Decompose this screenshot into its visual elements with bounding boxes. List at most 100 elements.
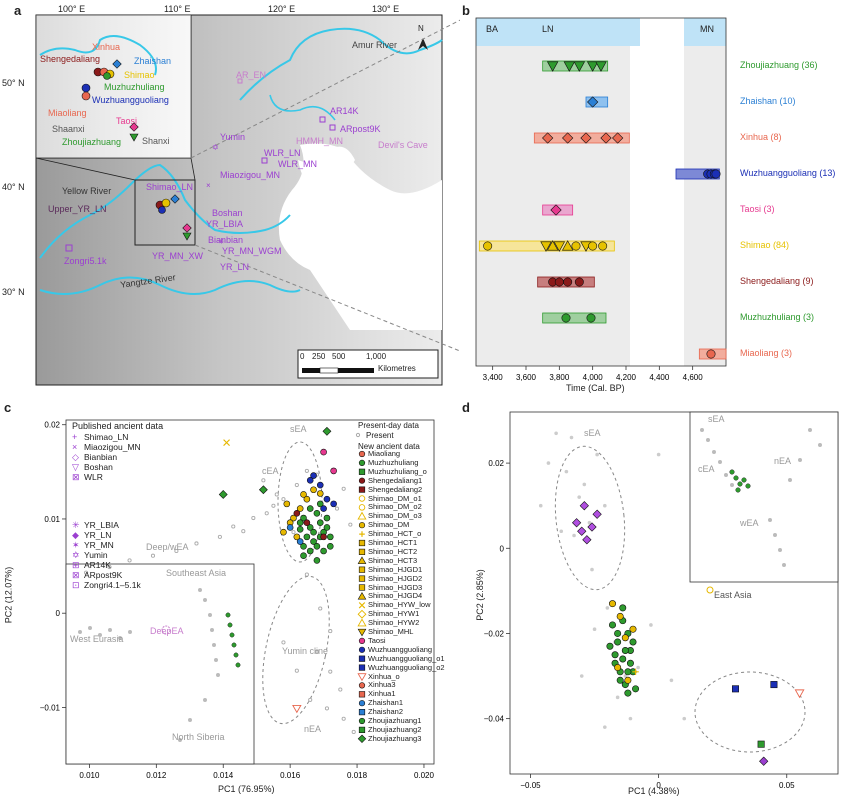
link-line-top	[190, 19, 460, 159]
period-label-ln: LN	[542, 24, 554, 34]
pca-point	[582, 535, 592, 545]
pca-point	[330, 467, 337, 475]
legend-label: Zhaishan2	[368, 707, 404, 717]
pca-point	[261, 478, 266, 483]
lat-label: 40° N	[2, 182, 25, 192]
legend-marker	[357, 511, 367, 520]
legend-label: Shimao_HCT1	[368, 538, 418, 547]
pca-point	[669, 678, 674, 683]
pca-point	[258, 485, 268, 495]
pca-point	[590, 567, 594, 572]
pca-point	[293, 533, 301, 541]
pca-point	[577, 526, 587, 536]
pca-point	[318, 606, 323, 611]
east-asia-ellipse	[694, 671, 806, 753]
pca-point	[313, 542, 321, 550]
x-tick-label: 0.012	[146, 771, 167, 780]
legend-marker	[358, 477, 366, 484]
pca-point	[300, 491, 307, 498]
inset-point	[729, 469, 735, 475]
x-tick-label: 3,600	[516, 373, 537, 382]
pub-site-marker	[329, 124, 336, 131]
pca-point	[794, 689, 805, 699]
legend-marker	[358, 504, 366, 511]
legend-marker	[357, 673, 367, 682]
timeline-row	[533, 132, 630, 144]
inset-point	[798, 458, 802, 462]
legend-marker	[357, 556, 367, 564]
legend-label: Shengedaliang1	[368, 475, 423, 485]
legend-marker	[358, 522, 366, 529]
legend-label: Wuzhuangguoliang_o1	[368, 653, 445, 663]
lon-label: 100° E	[58, 4, 86, 14]
lon-label: 130° E	[372, 4, 400, 14]
legend-label: WLR	[84, 472, 103, 482]
pub-site-marker	[65, 244, 73, 252]
pca-point	[328, 629, 333, 634]
legend-label: Shimao_HJGD1	[368, 564, 423, 574]
legend-label: Xinhua_o	[368, 671, 400, 681]
pca-point	[572, 533, 576, 538]
inset-point	[768, 518, 772, 522]
legend-marker	[357, 609, 367, 619]
legend-label: YR_LBIA	[84, 520, 119, 530]
c-inset-label: West Eurasia	[70, 634, 124, 644]
pub-site-label: Boshan	[212, 208, 243, 218]
pca-point	[316, 519, 324, 527]
y-tick-label: 0.02	[44, 421, 60, 430]
legend-label: Shimao_HCT_o	[368, 529, 422, 539]
site-label-zhoujiazhuang: Zhoujiazhuang	[62, 137, 122, 147]
date-marker	[550, 204, 562, 216]
pca-point	[300, 514, 307, 522]
date-marker	[561, 313, 571, 323]
inset-point	[128, 630, 132, 634]
legend-marker	[358, 539, 366, 547]
pca-point	[290, 514, 297, 522]
c-region-label: cEA	[262, 466, 279, 476]
date-marker	[553, 241, 566, 252]
pca-point	[348, 522, 353, 527]
panel-b-xlabel: Time (Cal. BP)	[566, 383, 625, 393]
inset-point	[782, 563, 786, 567]
pca-point	[619, 655, 627, 663]
site-label-shengedaliang: Shengedaliang	[40, 54, 101, 64]
link-line-bottom	[194, 244, 460, 352]
site-marker	[161, 198, 171, 208]
pca-point	[328, 669, 333, 674]
pca-point	[605, 606, 610, 610]
sea-ellipse	[554, 445, 626, 591]
pca-point	[587, 520, 592, 525]
site-marker	[129, 133, 139, 142]
bohai-sea	[298, 146, 355, 191]
date-range-bar	[542, 60, 609, 72]
legend-marker	[358, 450, 366, 458]
date-marker	[612, 132, 624, 144]
pub-site-label: AR_EN	[236, 70, 267, 80]
legend-label: Zhaishan1	[368, 698, 404, 708]
legend-label: YR_LN	[84, 530, 112, 540]
legend-symbol: ✳	[72, 520, 80, 530]
pca-point	[616, 612, 624, 620]
pca-point	[621, 646, 629, 654]
pca-point	[316, 500, 324, 508]
river-label: Amur River	[352, 40, 398, 50]
inset-point	[737, 481, 743, 487]
pca-point	[606, 642, 614, 650]
inset-point	[724, 473, 728, 477]
inset-deepea-marker	[161, 625, 171, 635]
pca-point	[217, 534, 222, 539]
scale-tick: 0	[300, 352, 305, 361]
date-marker	[706, 349, 716, 359]
legend-marker	[357, 734, 367, 744]
mn-bg	[684, 46, 726, 366]
yangtze-river	[39, 276, 301, 295]
site-label-taosi: Taosi	[116, 116, 138, 126]
legend-present-marker	[355, 432, 361, 438]
pca-point	[621, 634, 629, 642]
date-marker	[586, 61, 599, 72]
pca-point	[320, 547, 327, 555]
x-tick-label: 0.014	[213, 771, 234, 780]
pub-site-label: HMMH_MN	[296, 136, 343, 146]
panel-a-letter: a	[14, 3, 22, 18]
legend-marker	[358, 468, 366, 475]
